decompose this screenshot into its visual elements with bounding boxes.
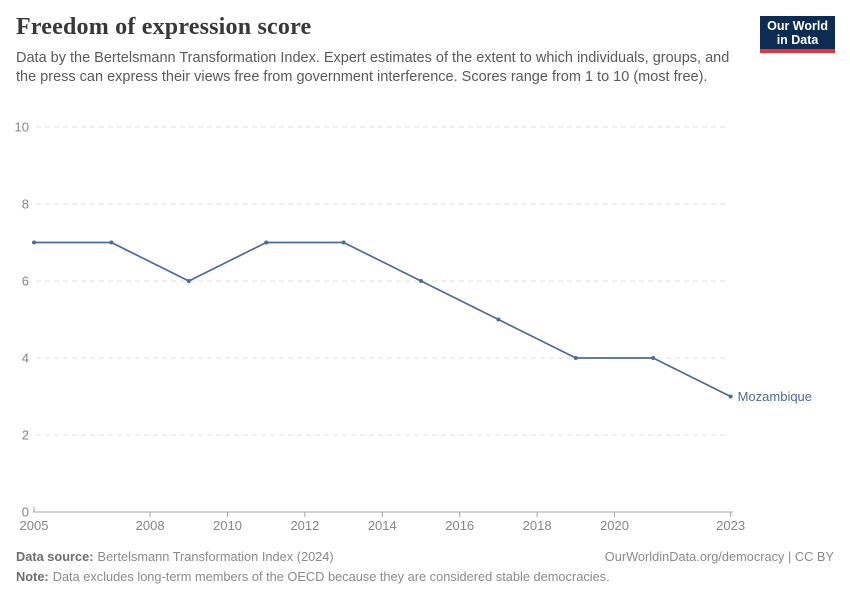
x-tick-label: 2008 [136, 518, 165, 533]
data-point[interactable] [109, 240, 114, 245]
line-series-mozambique[interactable] [33, 241, 732, 398]
x-tick-label: 2014 [368, 518, 397, 533]
note-label: Note: [16, 569, 49, 584]
data-point[interactable] [419, 279, 423, 283]
y-tick-label: 8 [22, 197, 29, 212]
owid-logo[interactable]: Our World in Data [760, 16, 835, 53]
series-end-label[interactable]: Mozambique [738, 389, 812, 404]
x-tick-label: 2018 [523, 518, 552, 533]
data-point[interactable] [32, 240, 36, 245]
x-tick-label: 2010 [213, 518, 242, 533]
x-tick-label: 2020 [600, 518, 629, 533]
y-tick-label: 4 [22, 351, 29, 366]
attribution-link[interactable]: OurWorldinData.org/democracy | CC BY [604, 549, 834, 564]
x-tick-label: 2023 [716, 518, 745, 533]
y-tick-label: 10 [15, 120, 29, 135]
data-source-label: Data source: [16, 549, 94, 564]
footer-note-row: Note: Data excludes long-term members of … [16, 567, 834, 587]
data-point[interactable] [728, 394, 733, 399]
page-title: Freedom of expression score [16, 14, 312, 40]
data-point[interactable] [573, 356, 578, 360]
data-point[interactable] [651, 356, 656, 360]
data-point[interactable] [264, 240, 269, 245]
x-tick-label: 2005 [20, 518, 49, 533]
data-source-text: Bertelsmann Transformation Index (2024) [97, 549, 334, 564]
note-text: Data excludes long-term members of the O… [52, 569, 610, 584]
owid-logo-line1: Our World [767, 19, 828, 33]
data-source: Data source: Bertelsmann Transformation I… [16, 547, 334, 567]
footer-source-row: Data source: Bertelsmann Transformation I… [16, 547, 834, 567]
x-tick-label: 2016 [445, 518, 474, 533]
chart-subtitle: Data by the Bertelsmann Transformation I… [16, 50, 730, 86]
data-point[interactable] [496, 317, 501, 322]
data-point[interactable] [341, 240, 346, 245]
owid-logo-line2: in Data [776, 33, 819, 47]
y-tick-label: 0 [22, 505, 29, 520]
x-tick-label: 2012 [290, 518, 319, 533]
chart-footer: Data source: Bertelsmann Transformation I… [16, 547, 834, 587]
y-tick-label: 6 [22, 274, 29, 289]
y-tick-label: 2 [22, 428, 29, 443]
data-point[interactable] [186, 279, 191, 283]
